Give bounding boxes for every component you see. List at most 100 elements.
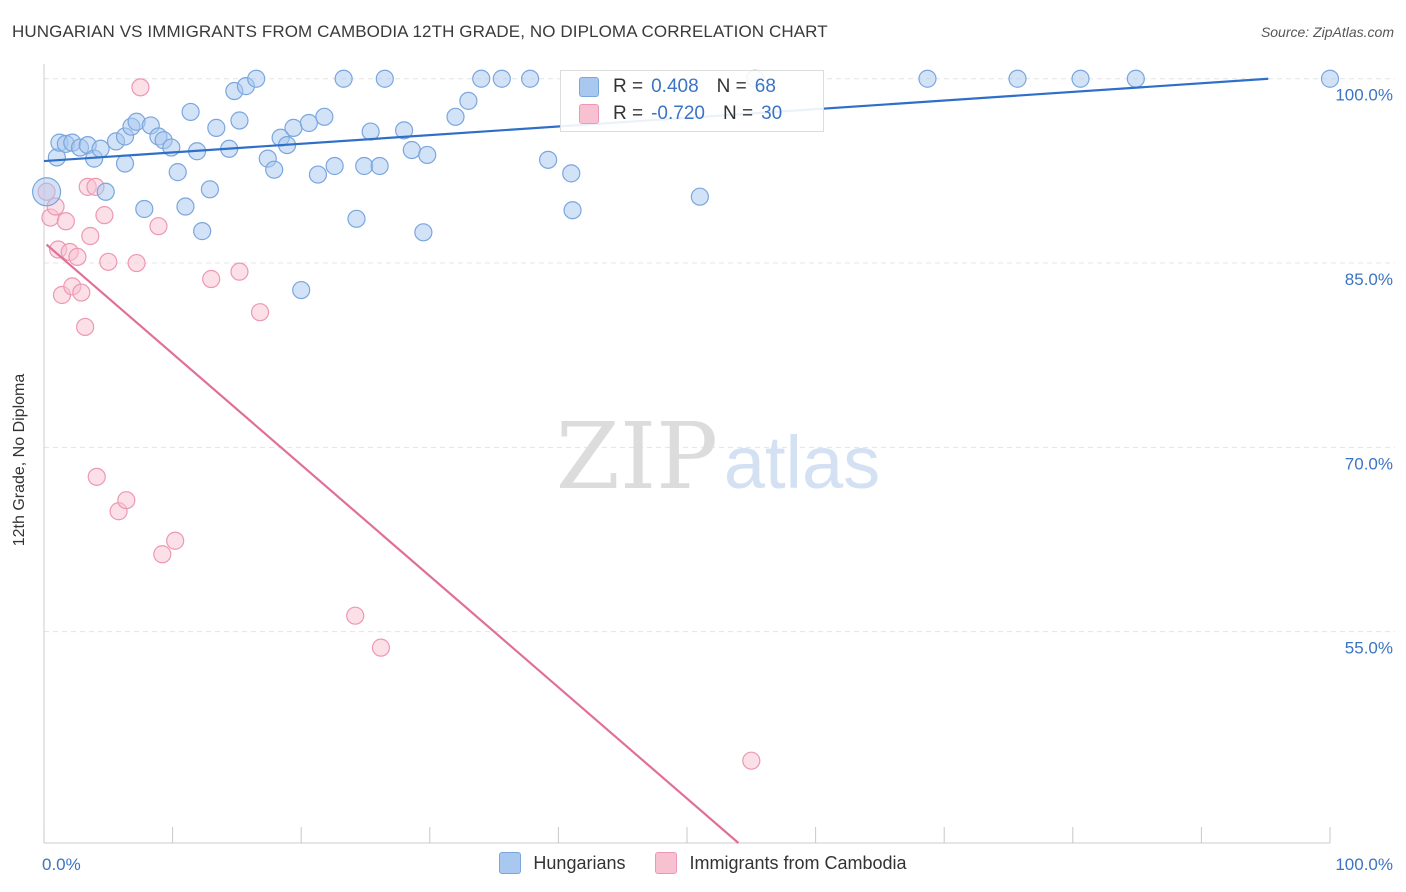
- source-label: Source: ZipAtlas.com: [1260, 24, 1394, 40]
- point-hungarians: [418, 145, 437, 165]
- point-hungarians: [375, 69, 394, 88]
- point-hungarians: [325, 156, 344, 176]
- point-cambodia: [153, 545, 172, 564]
- point-cambodia: [166, 531, 185, 550]
- point-hungarians: [562, 164, 581, 183]
- point-hungarians: [492, 69, 511, 88]
- point-hungarians: [193, 222, 212, 241]
- y-tick-label: 70.0%: [1345, 454, 1393, 473]
- point-cambodia: [117, 491, 136, 510]
- point-hungarians: [347, 209, 366, 228]
- point-hungarians: [402, 140, 421, 160]
- point-hungarians: [1320, 69, 1340, 88]
- r-label: R =: [613, 76, 644, 97]
- n-value: 30: [761, 103, 783, 124]
- point-hungarians: [200, 180, 219, 199]
- point-cambodia: [95, 206, 114, 225]
- r-value: 0.408: [651, 76, 699, 97]
- legend-item-hungarians[interactable]: Hungarians: [499, 852, 625, 874]
- r-label: R =: [613, 103, 644, 124]
- n-value: 68: [754, 76, 776, 97]
- point-hungarians: [31, 177, 62, 207]
- point-cambodia: [127, 253, 146, 273]
- point-cambodia: [250, 303, 270, 322]
- n-label: N =: [722, 103, 754, 124]
- point-cambodia: [131, 78, 150, 97]
- point-hungarians: [181, 102, 200, 122]
- point-cambodia: [371, 638, 391, 657]
- point-cambodia: [72, 283, 91, 302]
- point-hungarians: [1126, 69, 1145, 88]
- point-hungarians: [918, 69, 937, 88]
- legend-swatch-cambodia: [655, 852, 678, 874]
- legend-label-hungarians: Hungarians: [533, 852, 626, 873]
- stats-swatch-cambodia: [579, 104, 599, 124]
- point-cambodia: [346, 606, 365, 625]
- watermark: ZIP atlas: [556, 403, 880, 510]
- axis-layer: [43, 64, 1331, 844]
- point-hungarians: [284, 118, 303, 137]
- point-cambodia: [742, 751, 761, 770]
- point-hungarians: [563, 201, 582, 220]
- point-hungarians: [207, 118, 226, 137]
- point-hungarians: [308, 165, 328, 184]
- legend: Hungarians Immigrants from Cambodia: [0, 852, 1406, 874]
- point-hungarians: [355, 156, 374, 176]
- stats-swatch-hungarians: [579, 77, 599, 97]
- point-hungarians: [230, 111, 249, 130]
- point-hungarians: [315, 107, 334, 126]
- point-hungarians: [135, 199, 154, 219]
- point-cambodia: [87, 467, 106, 486]
- tick-label-layer: 100.0% 85.0% 70.0% 55.0% 0.0% 100.0%: [42, 86, 1393, 874]
- watermark-atlas: atlas: [724, 421, 880, 504]
- watermark-zip: ZIP: [556, 403, 718, 510]
- point-hungarians: [459, 91, 478, 110]
- point-hungarians: [1008, 69, 1027, 88]
- y-tick-label: 100.0%: [1335, 86, 1393, 105]
- trendline-cambodia: [45, 243, 740, 844]
- point-hungarians: [176, 197, 195, 216]
- point-hungarians: [1071, 69, 1090, 88]
- point-cambodia: [81, 226, 100, 246]
- point-hungarians: [168, 163, 187, 182]
- point-hungarians: [91, 139, 110, 158]
- point-cambodia: [202, 269, 221, 289]
- stats-row-cambodia: R = -0.720 N = 30: [579, 103, 782, 125]
- point-cambodia: [230, 262, 249, 281]
- grid-layer: [44, 78, 1395, 633]
- r-value: -0.720: [651, 103, 705, 124]
- point-hungarians: [115, 154, 135, 173]
- point-hungarians: [472, 69, 491, 88]
- point-cambodia: [56, 212, 75, 231]
- point-hungarians: [370, 156, 389, 176]
- points-layer: [31, 69, 1340, 770]
- x-tick-label-end: 100.0%: [1335, 855, 1393, 874]
- point-cambodia: [149, 217, 168, 236]
- y-tick-label: 55.0%: [1345, 639, 1393, 658]
- stats-box: R = 0.408 N = 68 R = -0.720 N = 30: [560, 70, 824, 132]
- point-hungarians: [96, 182, 115, 201]
- chart-title: HUNGARIAN VS IMMIGRANTS FROM CAMBODIA 12…: [12, 22, 828, 41]
- legend-item-cambodia[interactable]: Immigrants from Cambodia: [655, 852, 907, 874]
- point-hungarians: [414, 223, 433, 242]
- x-tick-label-start: 0.0%: [42, 855, 81, 874]
- point-hungarians: [292, 280, 311, 300]
- point-hungarians: [265, 160, 284, 179]
- point-hungarians: [394, 121, 414, 140]
- point-hungarians: [299, 113, 319, 133]
- point-hungarians: [334, 69, 353, 88]
- stats-row-hungarians: R = 0.408 N = 68: [579, 76, 776, 98]
- legend-swatch-hungarians: [499, 852, 522, 874]
- point-hungarians: [690, 187, 709, 206]
- point-cambodia: [68, 247, 87, 267]
- point-hungarians: [247, 69, 266, 88]
- point-hungarians: [446, 107, 465, 126]
- point-cambodia: [99, 252, 118, 271]
- legend-label-cambodia: Immigrants from Cambodia: [689, 852, 907, 873]
- n-label: N =: [716, 76, 747, 97]
- point-hungarians: [539, 150, 558, 169]
- point-hungarians: [361, 122, 380, 141]
- point-hungarians: [521, 69, 540, 88]
- point-cambodia: [76, 317, 95, 337]
